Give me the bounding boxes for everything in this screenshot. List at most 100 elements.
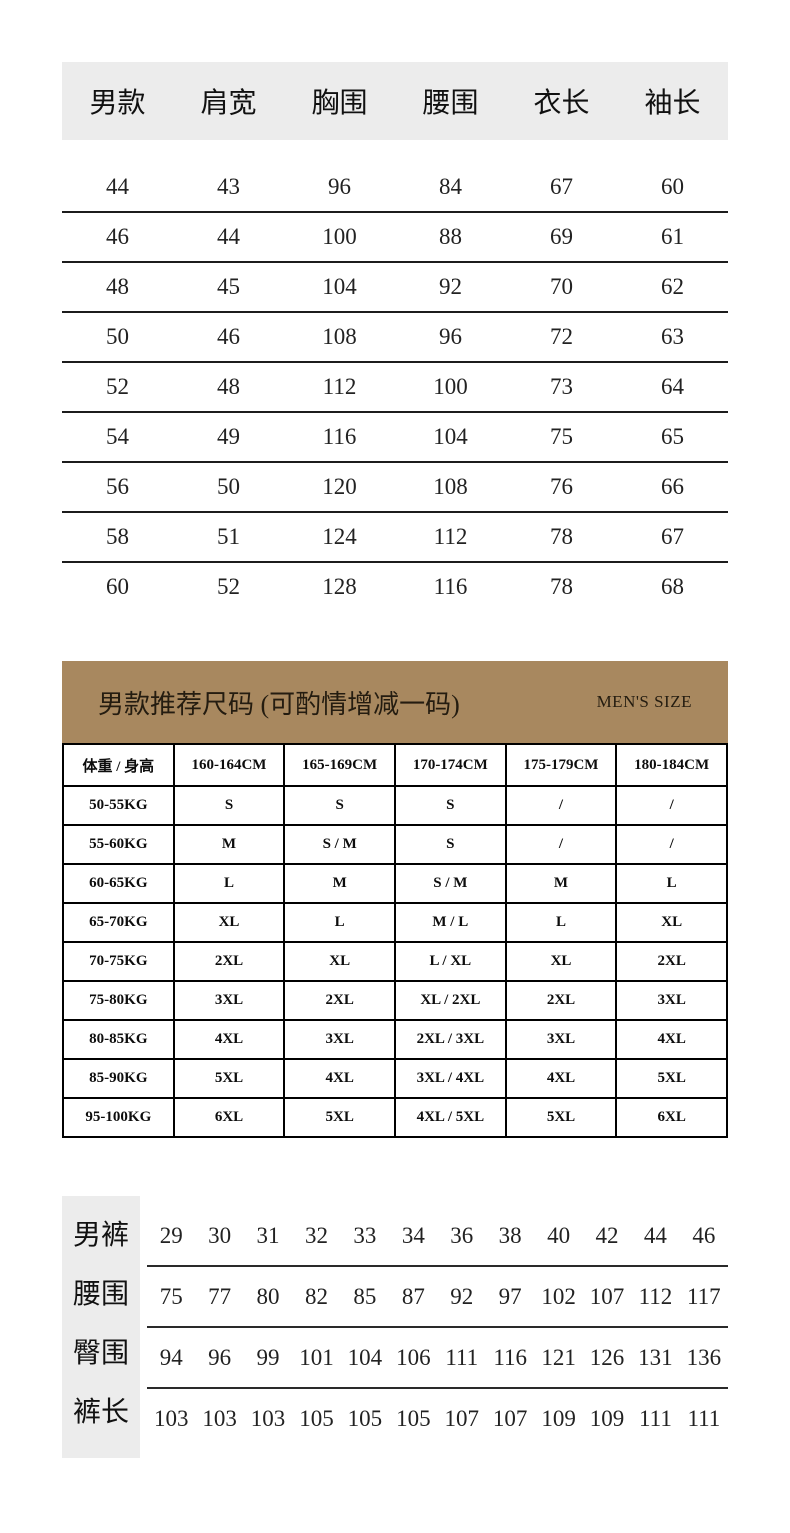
table-cell: 40 bbox=[547, 1222, 571, 1248]
table-cell: L bbox=[506, 904, 618, 943]
table-cell: XL bbox=[174, 904, 286, 943]
table-cell: 100 bbox=[433, 374, 468, 399]
table-row: 94 96 99 101 104 106 111 116 121 126 131 136 bbox=[147, 1328, 728, 1389]
table-cell: L bbox=[285, 904, 396, 943]
column-header: 165-169CM bbox=[285, 745, 396, 787]
table-cell: 80 bbox=[256, 1283, 280, 1309]
table-cell: 3XL bbox=[285, 1021, 396, 1060]
table-cell: 131 bbox=[638, 1344, 673, 1370]
mens-garment-table: 男款 肩宽 胸围 腰围 衣长 袖长 44 43 96 84 67 60 46 44 100 88 69 61 48… bbox=[62, 62, 728, 611]
table-cell: 60-65KG bbox=[64, 865, 175, 904]
table-cell: 112 bbox=[433, 524, 468, 549]
table-cell: 45 bbox=[217, 274, 240, 299]
table-row: 75 77 80 82 85 87 92 97 102 107 112 117 bbox=[147, 1267, 728, 1328]
table-cell: 78 bbox=[550, 524, 573, 549]
table-row: 50-55KG S S S / / bbox=[64, 787, 728, 826]
table-cell: 78 bbox=[550, 574, 573, 599]
column-header: 肩宽 bbox=[200, 88, 257, 119]
table-cell: L / XL bbox=[395, 943, 507, 982]
table-cell: XL bbox=[617, 904, 728, 943]
table-cell: 70 bbox=[550, 274, 573, 299]
table-cell: 3XL / 4XL bbox=[395, 1060, 507, 1099]
column-header: 衣长 bbox=[533, 88, 590, 119]
table-cell: 106 bbox=[396, 1344, 431, 1370]
column-header: 170-174CM bbox=[395, 745, 507, 787]
table-cell: 108 bbox=[433, 474, 468, 499]
table-cell: 36 bbox=[450, 1222, 474, 1248]
table-cell: 2XL bbox=[285, 982, 396, 1021]
table-cell: 3XL bbox=[506, 1021, 618, 1060]
table-cell: 5XL bbox=[617, 1060, 728, 1099]
table-cell: 103 bbox=[202, 1405, 237, 1431]
table-cell: 97 bbox=[498, 1283, 522, 1309]
table-row: 55-60KG M S / M S / / bbox=[64, 826, 728, 865]
table-cell: 66 bbox=[661, 474, 684, 499]
table-cell: 92 bbox=[439, 274, 462, 299]
table-row: 75-80KG 3XL 2XL XL / 2XL 2XL 3XL bbox=[64, 982, 728, 1021]
table-cell: 67 bbox=[550, 174, 573, 199]
table-cell: 2XL bbox=[174, 943, 286, 982]
panel-subtitle: MEN'S SIZE bbox=[596, 692, 692, 711]
table-cell: 111 bbox=[687, 1405, 721, 1431]
table-cell: 52 bbox=[217, 574, 240, 599]
table-cell: M bbox=[506, 865, 618, 904]
table-row: 48 45 104 92 70 62 bbox=[62, 263, 728, 313]
table-cell: 2XL bbox=[506, 982, 618, 1021]
table-cell: 63 bbox=[661, 324, 684, 349]
table-cell: S / M bbox=[395, 865, 507, 904]
table-cell: 5XL bbox=[506, 1099, 618, 1138]
table-cell: 65 bbox=[661, 424, 684, 449]
table-cell: 136 bbox=[686, 1344, 722, 1370]
table-cell: 101 bbox=[299, 1344, 334, 1370]
table-row: 50 46 108 96 72 63 bbox=[62, 313, 728, 363]
table-row: 85-90KG 5XL 4XL 3XL / 4XL 4XL 5XL bbox=[64, 1060, 728, 1099]
table-cell: 70-75KG bbox=[64, 943, 175, 982]
table-row: 95-100KG 6XL 5XL 4XL / 5XL 5XL 6XL bbox=[64, 1099, 728, 1138]
table-row: 54 49 116 104 75 65 bbox=[62, 413, 728, 463]
table-cell: 104 bbox=[347, 1344, 383, 1370]
table-cell: 38 bbox=[498, 1222, 522, 1248]
table-cell: 107 bbox=[444, 1405, 479, 1431]
table-cell: 105 bbox=[396, 1405, 431, 1431]
row-label: 裤长 bbox=[72, 1397, 129, 1428]
table-cell: S / M bbox=[285, 826, 396, 865]
table-cell: 31 bbox=[256, 1222, 280, 1248]
table-cell: 80-85KG bbox=[64, 1021, 175, 1060]
table-cell: 76 bbox=[550, 474, 573, 499]
table-cell: 109 bbox=[589, 1405, 625, 1431]
table-cell: 65-70KG bbox=[64, 904, 175, 943]
pants-table-labels: 男裤 腰围 臀围 裤长 bbox=[62, 1196, 140, 1458]
table-cell: 103 bbox=[153, 1405, 189, 1431]
table-row: 44 43 96 84 67 60 bbox=[62, 163, 728, 213]
table-cell: 67 bbox=[661, 524, 684, 549]
table-row: 56 50 120 108 76 66 bbox=[62, 463, 728, 513]
table-cell: 62 bbox=[661, 274, 684, 299]
table-header-row: 体重 / 身高 160-164CM 165-169CM 170-174CM 175-17… bbox=[64, 745, 728, 787]
mens-pants-table: 男裤 腰围 臀围 裤长 29 30 31 32 33 34 36 38 40 42 44 46 75 77 80 8… bbox=[62, 1196, 728, 1458]
table-cell: 124 bbox=[322, 524, 357, 549]
table-row: 60 52 128 116 78 68 bbox=[62, 563, 728, 611]
table-cell: 5XL bbox=[174, 1060, 286, 1099]
table-cell: 42 bbox=[595, 1222, 619, 1248]
table-row: 103 103 103 105 105 105 107 107 109 109 111 111 bbox=[147, 1389, 728, 1448]
table-cell: / bbox=[506, 787, 618, 826]
table-cell: 72 bbox=[550, 324, 573, 349]
table-cell: S bbox=[395, 787, 507, 826]
table-cell: 3XL bbox=[617, 982, 728, 1021]
table-cell: L bbox=[174, 865, 286, 904]
table-cell: 4XL bbox=[285, 1060, 396, 1099]
mens-garment-table-header: 男款 肩宽 胸围 腰围 衣长 袖长 bbox=[62, 62, 728, 140]
table-cell: 29 bbox=[159, 1222, 183, 1248]
table-row: 46 44 100 88 69 61 bbox=[62, 213, 728, 263]
table-cell: 104 bbox=[322, 274, 357, 299]
column-header: 男款 bbox=[89, 88, 146, 119]
table-cell: 109 bbox=[541, 1405, 576, 1431]
table-cell: 128 bbox=[322, 574, 357, 599]
table-cell: S bbox=[395, 826, 507, 865]
table-cell: 105 bbox=[299, 1405, 334, 1431]
table-cell: 2XL / 3XL bbox=[395, 1021, 507, 1060]
table-cell: 117 bbox=[687, 1283, 721, 1309]
column-header: 175-179CM bbox=[506, 745, 618, 787]
table-cell: M / L bbox=[395, 904, 507, 943]
panel-title: 男款推荐尺码 (可酌情增减一码) bbox=[98, 689, 460, 719]
